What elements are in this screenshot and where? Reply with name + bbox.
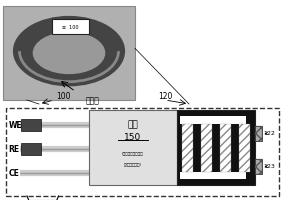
Bar [238, 123, 250, 171]
Text: 电路: 电路 [128, 120, 138, 130]
Bar [88, 110, 177, 185]
Text: 和/或处理单元): 和/或处理单元) [124, 162, 142, 166]
Bar [3, 6, 135, 100]
Text: 122: 122 [263, 131, 275, 136]
Bar [21, 119, 40, 131]
Text: (例如信号调理单元: (例如信号调理单元 [122, 152, 144, 156]
Text: 120: 120 [158, 92, 172, 101]
Bar [52, 19, 89, 34]
Text: 100: 100 [56, 92, 70, 101]
Text: ≡  100: ≡ 100 [62, 25, 79, 30]
Ellipse shape [13, 16, 125, 86]
Text: RE: RE [8, 144, 20, 154]
Bar [201, 123, 212, 171]
Text: CE: CE [8, 168, 19, 178]
Bar [255, 126, 262, 141]
Text: WE: WE [8, 120, 22, 130]
Bar [220, 123, 231, 171]
Bar [255, 126, 262, 141]
Bar [182, 123, 194, 171]
Bar [238, 123, 250, 171]
Bar [177, 110, 255, 185]
Bar [6, 108, 279, 196]
Bar [182, 123, 194, 171]
Bar [180, 171, 246, 179]
Bar [201, 123, 212, 171]
Text: 150: 150 [124, 133, 141, 142]
Text: 护口器: 护口器 [86, 96, 100, 105]
Ellipse shape [33, 32, 105, 74]
Bar [255, 159, 262, 174]
Bar [220, 123, 231, 171]
Text: 123: 123 [263, 164, 275, 169]
Bar [21, 143, 40, 155]
Bar [180, 116, 246, 123]
Bar [255, 159, 262, 174]
